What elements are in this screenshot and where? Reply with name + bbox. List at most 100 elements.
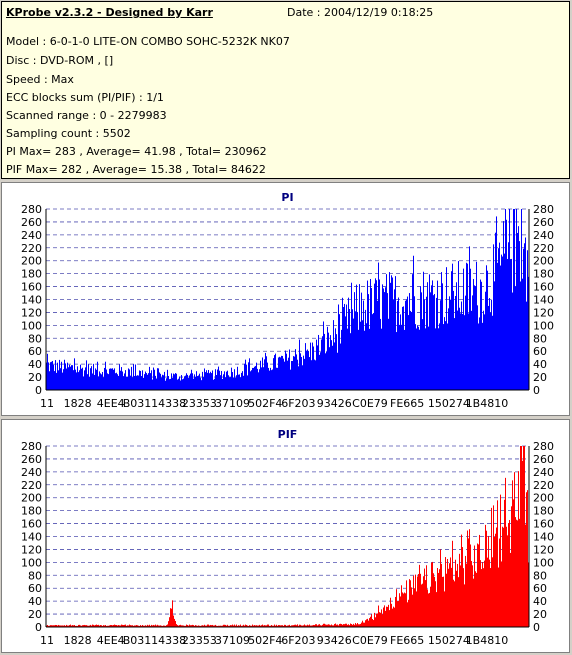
data-bar xyxy=(145,371,146,390)
data-bar xyxy=(247,625,248,627)
y-tick-label-right: 100 xyxy=(533,319,554,332)
data-bar xyxy=(470,268,471,390)
data-bar xyxy=(157,368,158,390)
data-bar xyxy=(424,568,425,627)
data-bar xyxy=(384,605,385,627)
data-bar xyxy=(278,357,279,390)
data-bar xyxy=(236,375,237,390)
data-bar xyxy=(261,367,262,390)
data-bar xyxy=(359,284,360,390)
data-bar xyxy=(435,581,436,627)
data-bar xyxy=(222,625,223,627)
y-tick-label-right: 180 xyxy=(533,505,554,518)
data-bar xyxy=(452,263,453,390)
data-bar xyxy=(228,625,229,627)
data-bar xyxy=(85,367,86,390)
data-bar xyxy=(249,358,250,390)
data-bar xyxy=(102,625,103,627)
y-tick-label-right: 60 xyxy=(533,582,547,595)
data-bar xyxy=(464,584,465,627)
data-bar xyxy=(149,366,150,390)
data-bar xyxy=(175,620,176,627)
data-bar xyxy=(350,623,351,627)
data-bar xyxy=(137,625,138,627)
data-bar xyxy=(61,361,62,390)
data-bar xyxy=(364,622,365,627)
data-bar xyxy=(202,371,203,390)
data-bar xyxy=(58,370,59,390)
data-bar xyxy=(466,262,467,390)
data-bar xyxy=(95,624,96,627)
data-bar xyxy=(467,263,468,390)
data-bar xyxy=(222,378,223,390)
x-tick-label: 11 xyxy=(40,634,54,647)
data-bar xyxy=(517,520,518,627)
data-bar xyxy=(485,291,486,390)
data-bar xyxy=(167,624,168,627)
data-bar xyxy=(240,377,241,390)
data-bar xyxy=(174,618,175,627)
data-bar xyxy=(507,258,508,390)
data-bar xyxy=(349,625,350,627)
data-bar xyxy=(231,367,232,390)
data-bar xyxy=(500,494,501,627)
data-bar xyxy=(49,371,50,390)
data-bar xyxy=(441,563,442,627)
data-bar xyxy=(215,369,216,390)
data-bar xyxy=(491,507,492,627)
data-bar xyxy=(446,573,447,627)
data-bar xyxy=(61,625,62,627)
data-bar xyxy=(423,576,424,627)
data-bar xyxy=(303,355,304,390)
x-tick-label: 14338 xyxy=(151,397,186,410)
data-bar xyxy=(74,625,75,627)
data-bar xyxy=(233,625,234,627)
data-bar xyxy=(77,366,78,390)
data-bar xyxy=(527,250,528,390)
data-bar xyxy=(127,376,128,390)
data-bar xyxy=(204,368,205,390)
data-bar xyxy=(121,367,122,390)
data-bar xyxy=(484,560,485,627)
data-bar xyxy=(77,625,78,627)
y-tick-label-left: 40 xyxy=(28,358,42,371)
data-bar xyxy=(476,261,477,390)
data-bar xyxy=(427,589,428,627)
data-bar xyxy=(326,624,327,627)
data-bar xyxy=(486,265,487,390)
data-bar xyxy=(472,295,473,390)
data-bar xyxy=(114,368,115,390)
data-bar xyxy=(519,241,520,390)
data-bar xyxy=(382,614,383,627)
data-bar xyxy=(71,625,72,627)
data-bar xyxy=(75,369,76,390)
y-tick-label-right: 280 xyxy=(533,203,554,216)
data-bar xyxy=(327,624,328,627)
data-bar xyxy=(112,625,113,627)
data-bar xyxy=(353,623,354,627)
data-bar xyxy=(405,300,406,390)
data-bar xyxy=(211,373,212,390)
data-bar xyxy=(283,358,284,390)
data-bar xyxy=(298,625,299,627)
data-bar xyxy=(315,360,316,390)
data-bar xyxy=(433,295,434,390)
data-bar xyxy=(325,624,326,627)
data-bar xyxy=(139,625,140,627)
data-bar xyxy=(195,376,196,390)
data-bar xyxy=(255,366,256,390)
y-tick-label-left: 180 xyxy=(21,505,42,518)
data-bar xyxy=(119,364,120,390)
data-bar xyxy=(92,373,93,390)
data-bar xyxy=(382,284,383,390)
data-bar xyxy=(257,368,258,390)
data-bar xyxy=(511,506,512,627)
data-bar xyxy=(457,563,458,627)
data-bar xyxy=(400,314,401,390)
data-bar xyxy=(365,309,366,390)
data-bar xyxy=(526,301,527,390)
data-bar xyxy=(465,295,466,390)
data-bar xyxy=(525,237,526,390)
data-bar xyxy=(219,625,220,627)
data-bar xyxy=(125,370,126,390)
